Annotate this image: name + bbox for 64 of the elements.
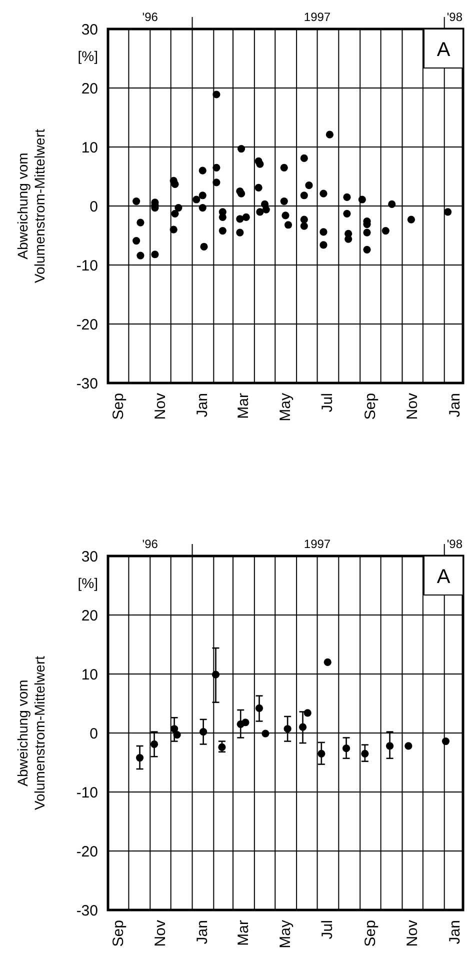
x-tick-label: Mar <box>234 393 252 419</box>
x2-tick-label: '98 <box>446 10 463 24</box>
x-tick-label: Jan <box>194 393 212 418</box>
annotation: A <box>436 566 451 588</box>
y-tick-label: 0 <box>90 198 98 216</box>
y-tick-label: -10 <box>76 257 98 274</box>
point <box>324 658 332 666</box>
x-tick-label: Sep <box>362 920 380 947</box>
point <box>218 743 226 751</box>
x2-tick-label: 1997 <box>304 10 331 24</box>
x-tick-label: Sep <box>362 393 380 420</box>
point <box>255 704 264 712</box>
point <box>404 742 412 750</box>
x-tick-label: Jan <box>446 920 464 944</box>
text: [%] <box>78 48 98 64</box>
point <box>342 744 350 752</box>
y-tick-label: 0 <box>90 725 98 742</box>
x-tick-label: Mar <box>234 920 252 946</box>
y-tick-label: 30 <box>81 21 98 38</box>
x-tick-label: Nov <box>152 920 170 947</box>
point <box>242 718 250 726</box>
x-tick-label: Nov <box>404 920 422 947</box>
y-tick-label: 20 <box>81 80 98 98</box>
x-tick-label: Nov <box>152 392 170 420</box>
y-tick-label: -10 <box>76 784 98 802</box>
point <box>262 730 270 738</box>
point <box>170 725 178 733</box>
x-tick-label: Jan <box>194 920 212 944</box>
point <box>361 750 369 758</box>
point <box>304 709 312 717</box>
y-tick-label: -20 <box>76 316 98 334</box>
x-tick-label: Sep <box>110 920 127 947</box>
x-tick-label: Jul <box>319 393 336 412</box>
x-tick-label: Jan <box>446 393 464 418</box>
annotation: A <box>436 39 451 61</box>
y-tick-label: 10 <box>81 139 98 156</box>
point <box>200 728 208 736</box>
x2-tick-label: 1997 <box>304 537 331 551</box>
y-tick-label: -30 <box>76 902 98 920</box>
text: [%] <box>78 575 98 591</box>
x2-tick-label: '96 <box>142 10 158 24</box>
x-tick-label: May <box>277 920 294 948</box>
y-tick-label: -20 <box>76 843 98 860</box>
point <box>386 742 394 750</box>
y-tick-label: 20 <box>81 607 98 624</box>
y-tick-label: 10 <box>81 666 98 684</box>
x-tick-label: Nov <box>404 392 422 420</box>
x-tick-label: May <box>277 392 294 422</box>
x-tick-label: Sep <box>110 393 127 420</box>
point <box>318 750 326 758</box>
point <box>150 740 158 748</box>
point <box>298 723 307 731</box>
point <box>212 670 220 678</box>
y-axis-title: Abweichung vom Volumenstrom-Mittelwert <box>14 656 48 810</box>
point <box>284 725 292 733</box>
y-axis-title: Abweichung vom Volumenstrom-Mittelwert <box>14 128 48 284</box>
x2-tick-label: '96 <box>142 537 158 551</box>
x-tick-label: Jul <box>319 920 336 940</box>
point <box>173 730 181 739</box>
point <box>442 737 450 746</box>
y-tick-label: 30 <box>81 548 98 566</box>
x2-tick-label: '98 <box>446 537 463 551</box>
y-tick-label: -30 <box>76 375 98 392</box>
point <box>136 754 144 762</box>
